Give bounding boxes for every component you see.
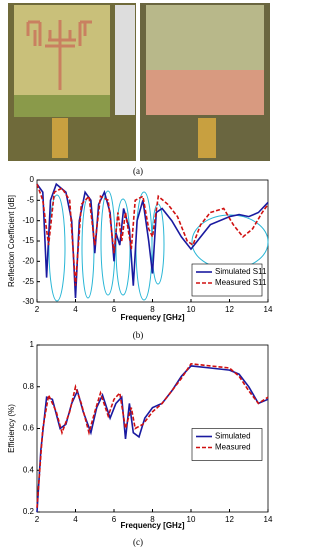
series-line xyxy=(36,183,269,286)
caption: (b) xyxy=(133,330,144,340)
y-tick-label: 1 xyxy=(30,340,35,349)
x-tick-label: 6 xyxy=(112,515,117,524)
y-tick-label: -30 xyxy=(22,297,34,306)
y-tick-label: -25 xyxy=(22,277,34,286)
legend-label: Measured S11 xyxy=(215,278,267,287)
x-tick-label: 12 xyxy=(225,515,234,524)
x-tick-label: 4 xyxy=(73,305,78,314)
legend-label: Simulated xyxy=(215,432,251,441)
y-axis-label: Efficiency (%) xyxy=(7,404,16,453)
x-tick-label: 14 xyxy=(264,305,273,314)
photo-back xyxy=(140,3,270,161)
x-tick-label: 10 xyxy=(187,305,196,314)
x-tick-label: 12 xyxy=(225,305,234,314)
caption: (c) xyxy=(133,537,143,547)
legend-box xyxy=(191,263,263,297)
y-axis-label: Reflection Coefficient [dB] xyxy=(7,195,16,287)
x-tick-label: 2 xyxy=(35,305,40,314)
legend-label: Simulated S11 xyxy=(215,267,267,276)
highlight-ellipse xyxy=(48,194,66,302)
x-tick-label: 14 xyxy=(264,515,273,524)
x-tick-label: 2 xyxy=(35,515,40,524)
y-tick-label: 0.8 xyxy=(23,382,35,391)
legend-box xyxy=(191,428,263,461)
x-tick-label: 10 xyxy=(187,515,196,524)
x-axis-label: Frequency [GHz] xyxy=(120,313,184,322)
y-tick-label: 0 xyxy=(30,175,35,184)
x-tick-label: 6 xyxy=(112,305,117,314)
y-tick-label: 0.6 xyxy=(23,424,35,433)
y-tick-label: -5 xyxy=(27,195,35,204)
y-tick-label: -15 xyxy=(22,236,34,245)
x-tick-label: 8 xyxy=(150,305,155,314)
y-tick-label: 0.4 xyxy=(23,465,35,474)
y-tick-label: -10 xyxy=(22,216,34,225)
caption: (a) xyxy=(133,166,143,176)
figure: (a) 0-5-10-15-20-25-302 4 6 8 10 12 14Frequenc… xyxy=(7,3,273,547)
y-tick-label: 0.2 xyxy=(23,507,35,516)
x-tick-label: 8 xyxy=(150,515,155,524)
y-tick-label: -20 xyxy=(22,256,34,265)
series-line xyxy=(36,362,269,508)
x-axis-label: Frequency [GHz] xyxy=(120,521,184,530)
legend-label: Measured xyxy=(215,443,251,452)
x-tick-label: 4 xyxy=(73,515,78,524)
photo-front xyxy=(8,3,136,161)
